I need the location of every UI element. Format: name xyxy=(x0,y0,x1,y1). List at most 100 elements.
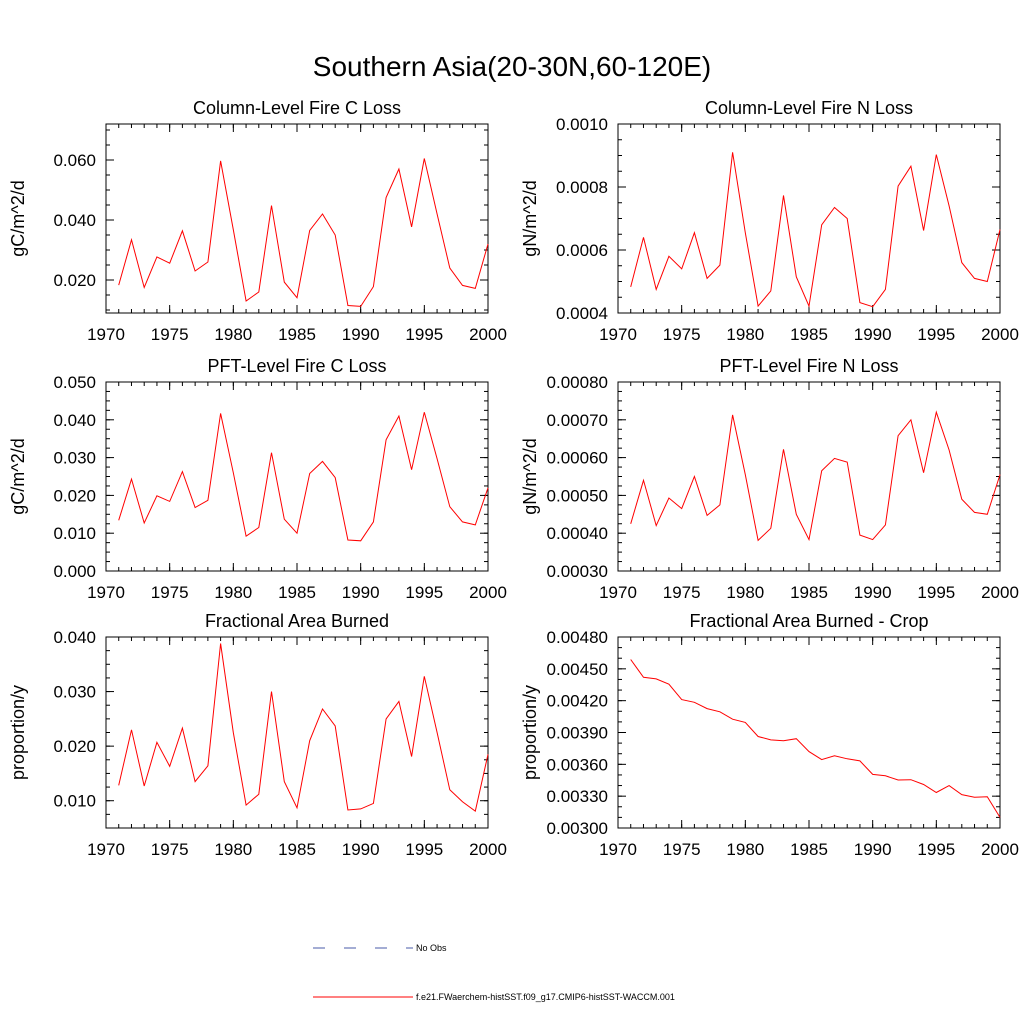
x-tick-label: 1970 xyxy=(599,583,637,602)
chart-panel: 1970 1975 1980 1985 1990 1995 2000 0.020 0.040 0.… xyxy=(8,98,507,344)
x-tick-label: 1970 xyxy=(599,325,637,344)
x-tick-label: 1995 xyxy=(405,583,443,602)
legend: No Obs f.e21.FWaerchem-histSST.f09_g17.C… xyxy=(313,943,675,1002)
plot-frame xyxy=(105,636,489,829)
y-tick-label: 0.00480 xyxy=(547,628,608,647)
y-tick-label: 0.020 xyxy=(53,737,96,756)
chart-panel: 1970 1975 1980 1985 1990 1995 2000 0.010 0.020 0.… xyxy=(8,611,507,859)
y-axis-label: gC/m^2/d xyxy=(8,438,28,514)
y-tick-label: 0.0008 xyxy=(556,178,608,197)
y-tick-label: 0.00450 xyxy=(547,660,608,679)
plot-frame xyxy=(617,381,1001,572)
y-tick-label: 0.010 xyxy=(53,524,96,543)
x-tick-label: 1990 xyxy=(342,325,380,344)
x-tick-label: 1985 xyxy=(790,325,828,344)
y-tick-label: 0.00420 xyxy=(547,692,608,711)
x-tick-label: 1985 xyxy=(790,840,828,859)
y-tick-label: 0.030 xyxy=(53,683,96,702)
x-tick-label: 1970 xyxy=(87,840,125,859)
y-tick-label: 0.0006 xyxy=(556,241,608,260)
x-tick-label: 1970 xyxy=(87,325,125,344)
x-tick-label: 1975 xyxy=(663,583,701,602)
panel-title: Column-Level Fire N Loss xyxy=(705,98,913,118)
x-tick-label: 2000 xyxy=(469,840,507,859)
y-tick-label: 0.00050 xyxy=(547,486,608,505)
y-axis-label: gN/m^2/d xyxy=(520,438,540,514)
x-tick-label: 1995 xyxy=(917,583,955,602)
y-tick-label: 0.040 xyxy=(53,211,96,230)
x-tick-label: 1990 xyxy=(342,583,380,602)
x-tick-label: 1985 xyxy=(278,325,316,344)
x-tick-label: 1995 xyxy=(405,325,443,344)
x-tick-label: 1985 xyxy=(278,840,316,859)
y-tick-label: 0.00040 xyxy=(547,524,608,543)
x-tick-label: 2000 xyxy=(469,583,507,602)
series-line xyxy=(118,412,489,542)
y-tick-label: 0.0010 xyxy=(556,115,608,134)
y-tick-label: 0.00030 xyxy=(547,562,608,581)
x-tick-label: 1970 xyxy=(599,840,637,859)
plot-frame xyxy=(617,123,1001,314)
y-tick-label: 0.050 xyxy=(53,373,96,392)
chart-panel: 1970 1975 1980 1985 1990 1995 2000 0.000 0.010 0.… xyxy=(8,356,507,602)
x-tick-label: 1980 xyxy=(726,840,764,859)
y-tick-label: 0.020 xyxy=(53,486,96,505)
x-tick-label: 1985 xyxy=(790,583,828,602)
x-tick-label: 2000 xyxy=(981,840,1019,859)
y-tick-label: 0.0004 xyxy=(556,304,608,323)
x-tick-label: 1980 xyxy=(214,840,252,859)
x-tick-label: 1995 xyxy=(917,325,955,344)
x-tick-label: 2000 xyxy=(469,325,507,344)
y-tick-label: 0.00330 xyxy=(547,787,608,806)
x-tick-label: 1985 xyxy=(278,583,316,602)
x-tick-label: 1990 xyxy=(854,325,892,344)
panel-title: Fractional Area Burned xyxy=(205,611,389,631)
panel-title: PFT-Level Fire C Loss xyxy=(207,356,386,376)
series-line xyxy=(630,410,1001,542)
y-axis-label: gC/m^2/d xyxy=(8,180,28,256)
legend-label-no-obs: No Obs xyxy=(416,943,447,953)
y-tick-label: 0.00360 xyxy=(547,755,608,774)
legend-label-series: f.e21.FWaerchem-histSST.f09_g17.CMIP6-hi… xyxy=(416,992,675,1002)
x-tick-label: 1975 xyxy=(151,583,189,602)
y-tick-label: 0.040 xyxy=(53,411,96,430)
x-tick-label: 1970 xyxy=(87,583,125,602)
y-tick-label: 0.020 xyxy=(53,271,96,290)
series-line xyxy=(630,152,1001,308)
series-line xyxy=(118,643,489,812)
panels: 1970 1975 1980 1985 1990 1995 2000 0.020 0.040 0.… xyxy=(8,98,1019,859)
y-axis-label: proportion/y xyxy=(520,685,540,780)
y-tick-label: 0.030 xyxy=(53,449,96,468)
y-axis-label: proportion/y xyxy=(8,685,28,780)
series-line xyxy=(630,659,1001,818)
x-tick-label: 2000 xyxy=(981,325,1019,344)
x-tick-label: 1995 xyxy=(917,840,955,859)
y-tick-label: 0.00080 xyxy=(547,373,608,392)
x-tick-label: 1975 xyxy=(663,325,701,344)
panel-title: Column-Level Fire C Loss xyxy=(193,98,401,118)
chart-panel: 1970 1975 1980 1985 1990 1995 2000 0.00300 0.003… xyxy=(520,611,1019,859)
x-tick-label: 1980 xyxy=(726,583,764,602)
y-tick-label: 0.000 xyxy=(53,562,96,581)
plot-frame xyxy=(105,123,489,314)
panel-title: Fractional Area Burned - Crop xyxy=(689,611,928,631)
x-tick-label: 1980 xyxy=(214,583,252,602)
plot-frame xyxy=(617,636,1001,829)
x-tick-label: 1980 xyxy=(214,325,252,344)
x-tick-label: 1990 xyxy=(342,840,380,859)
x-tick-label: 1975 xyxy=(663,840,701,859)
chart-panel: 1970 1975 1980 1985 1990 1995 2000 0.0004 0.0006… xyxy=(520,98,1019,344)
y-tick-label: 0.00060 xyxy=(547,449,608,468)
y-tick-label: 0.00070 xyxy=(547,411,608,430)
y-tick-label: 0.010 xyxy=(53,792,96,811)
y-tick-label: 0.040 xyxy=(53,628,96,647)
x-tick-label: 1995 xyxy=(405,840,443,859)
y-tick-label: 0.00300 xyxy=(547,819,608,838)
plot-frame xyxy=(105,381,489,572)
x-tick-label: 1980 xyxy=(726,325,764,344)
x-tick-label: 1975 xyxy=(151,840,189,859)
chart-panel: 1970 1975 1980 1985 1990 1995 2000 0.00030 0.000… xyxy=(520,356,1019,602)
y-tick-label: 0.060 xyxy=(53,151,96,170)
x-tick-label: 2000 xyxy=(981,583,1019,602)
